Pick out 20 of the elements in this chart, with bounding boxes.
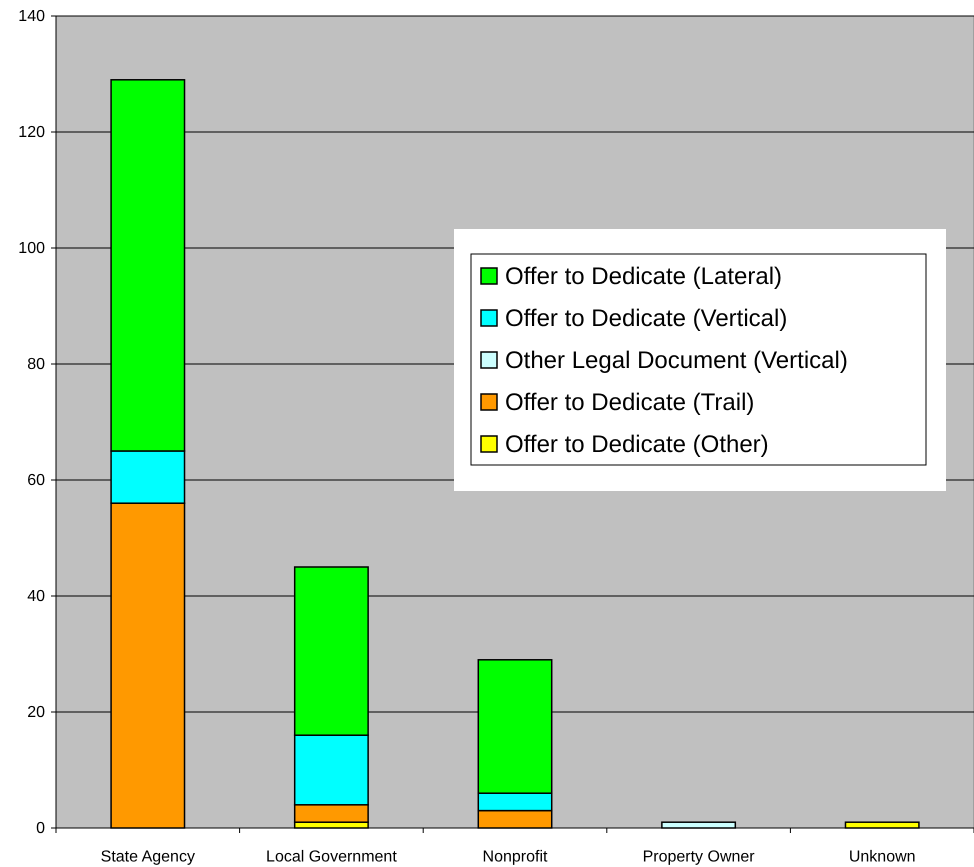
legend-label: Other Legal Document (Vertical)	[505, 347, 848, 374]
legend-label: Offer to Dedicate (Other)	[505, 431, 769, 458]
y-tick-label: 140	[18, 8, 46, 26]
y-tick-label: 60	[27, 472, 46, 490]
y-tick-label: 100	[18, 240, 46, 258]
bar	[661, 821, 736, 829]
y-tick-label: 80	[27, 356, 46, 374]
legend-label: Offer to Dedicate (Trail)	[505, 389, 754, 416]
x-tick-label: Nonprofit	[482, 848, 548, 866]
y-tick-label: 0	[36, 820, 46, 838]
x-tick-label: Local Government	[266, 848, 398, 866]
x-tick-label: Property Owner	[642, 848, 756, 866]
y-tick-label: 120	[18, 124, 46, 142]
x-tick-label: State Agency	[100, 848, 195, 866]
y-tick-label: 40	[27, 588, 46, 606]
x-tick-label: Unknown	[848, 848, 916, 866]
legend-label: Offer to Dedicate (Vertical)	[505, 305, 788, 332]
y-tick-label: 20	[27, 704, 46, 722]
legend-label: Offer to Dedicate (Lateral)	[505, 263, 782, 290]
bar	[844, 821, 920, 829]
